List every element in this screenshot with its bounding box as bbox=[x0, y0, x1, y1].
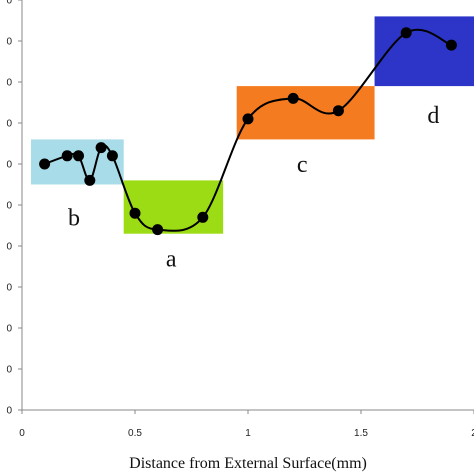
y-tick-label: 0 bbox=[6, 201, 12, 212]
x-tick-label: 2 bbox=[471, 428, 474, 439]
y-tick-label: 0 bbox=[6, 37, 12, 48]
data-point bbox=[61, 150, 73, 162]
y-tick-label: 0 bbox=[6, 78, 12, 89]
data-point bbox=[129, 207, 141, 219]
data-point bbox=[152, 224, 164, 236]
y-tick-label: 0 bbox=[6, 283, 12, 294]
region-c-box bbox=[236, 86, 375, 140]
y-tick-label: 0 bbox=[6, 119, 12, 130]
y-tick-label: 0 bbox=[6, 324, 12, 335]
region-d-box bbox=[374, 16, 474, 87]
region-c-label: c bbox=[297, 152, 308, 178]
data-point bbox=[39, 158, 51, 170]
data-point bbox=[400, 27, 412, 39]
series-layer bbox=[39, 27, 457, 236]
data-point bbox=[84, 174, 96, 186]
y-tick-label: 0 bbox=[6, 0, 12, 7]
data-point bbox=[332, 105, 344, 117]
y-tick-label: 0 bbox=[6, 365, 12, 376]
region-a-box bbox=[123, 180, 224, 234]
x-tick-label: 0.5 bbox=[128, 428, 142, 439]
region-a-label: a bbox=[166, 247, 177, 273]
labels-layer: b a c d bbox=[68, 103, 439, 273]
data-point bbox=[242, 113, 254, 125]
y-tick-label: 0 bbox=[6, 160, 12, 171]
data-point bbox=[445, 39, 457, 51]
x-axis-label: Distance from External Surface(mm) bbox=[129, 455, 367, 472]
data-point bbox=[73, 150, 84, 162]
y-tick-label: 0 bbox=[6, 242, 12, 253]
region-b-label: b bbox=[68, 206, 80, 232]
region-d-label: d bbox=[427, 103, 439, 129]
x-tick-label: 0 bbox=[19, 428, 25, 439]
data-point bbox=[197, 211, 209, 223]
data-point bbox=[287, 92, 299, 104]
data-point bbox=[95, 142, 107, 154]
regions-layer bbox=[31, 16, 474, 234]
x-tick-label: 1.5 bbox=[354, 428, 368, 439]
y-tick-label: 0 bbox=[6, 406, 12, 417]
data-point bbox=[106, 150, 118, 162]
x-tick-label: 1 bbox=[245, 428, 251, 439]
